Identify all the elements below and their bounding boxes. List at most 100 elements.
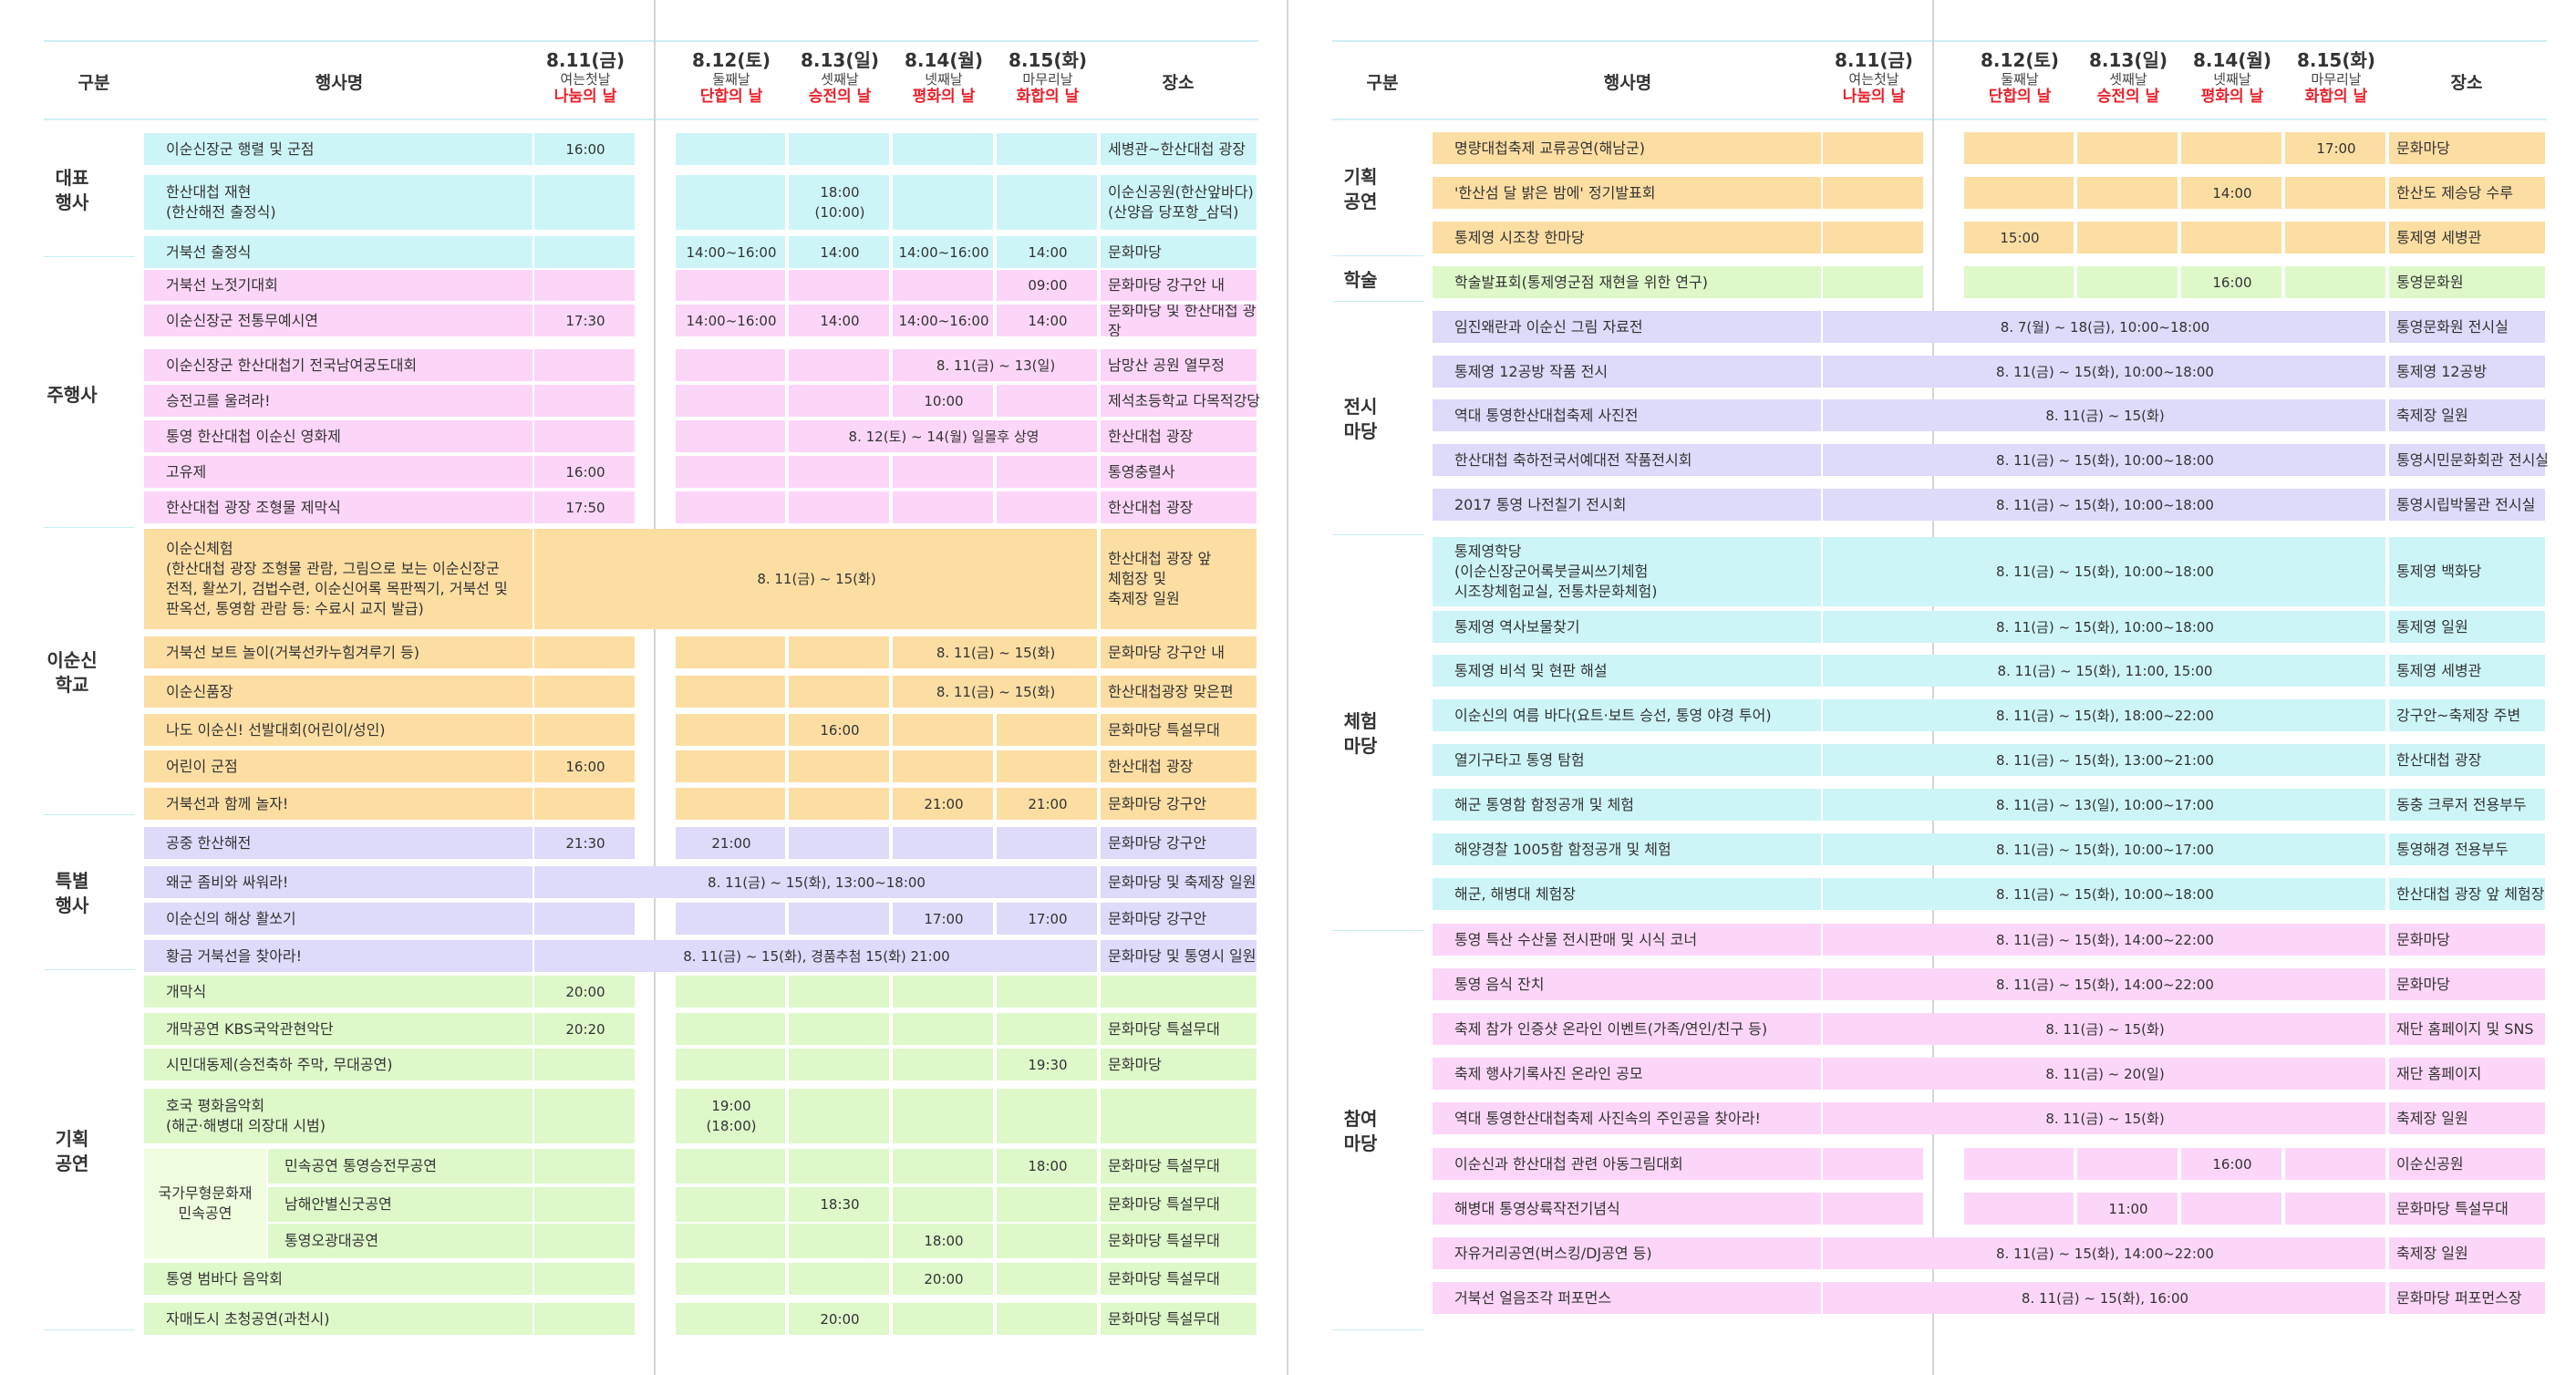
cell-background <box>268 1149 533 1184</box>
cell-background <box>2389 924 2545 956</box>
event-venue: 통영시립박물관 전시실 <box>2396 495 2536 513</box>
cell-background <box>676 1013 785 1045</box>
table-row: 거북선과 함께 놀자! 21:00 21:00 문화마당 강구안 <box>0 788 1288 820</box>
table-row: 통제영 시조창 한마당 15:00 통제영 세병관 <box>1288 222 2576 253</box>
event-time-day-2 <box>676 456 787 488</box>
event-time-day-2 <box>676 903 787 935</box>
cell-background <box>2389 356 2545 388</box>
cell-background <box>2285 1193 2385 1225</box>
table-row: 해군, 해병대 체험장 8. 11(금) ~ 15(화), 10:00~18:00… <box>1288 878 2576 910</box>
cell-background <box>893 976 993 1008</box>
event-period: 8. 11(금) ~ 13(일), 10:00~17:00 <box>1996 796 2214 813</box>
event-venue <box>1101 1089 1266 1143</box>
event-period: 8. 11(금) ~ 15(화), 경품추첨 15(화) 21:00 <box>683 947 950 965</box>
cell-background <box>144 385 533 417</box>
event-venue: 제석초등학교 다목적강당 <box>1108 391 1261 409</box>
event-time-day-5 <box>997 1303 1099 1335</box>
day-2-date: 8.12(토) <box>1980 49 2060 71</box>
cell-background <box>2389 266 2545 298</box>
event-time-day-5 <box>997 456 1099 488</box>
event-time-day-5 <box>997 1013 1099 1045</box>
event-name: 축제 참가 인증샷 온라인 이벤트(가족/연인/친구 등) <box>1454 1019 1768 1038</box>
event-time-day-3: 11:00 <box>2108 1200 2148 1217</box>
cell-background <box>2389 833 2545 865</box>
day-4-date: 8.14(월) <box>2192 49 2272 71</box>
event-name: 해양경찰 1005함 함정공개 및 체험 <box>1454 840 1671 858</box>
cell-background <box>1823 1148 1923 1180</box>
event-venue <box>1101 976 1266 1008</box>
table-row: 이순신의 해상 활쏘기 17:00 17:00 문화마당 강구안 <box>0 903 1288 935</box>
event-time-day-1 <box>534 175 636 230</box>
cell-background <box>893 714 993 746</box>
cell-background <box>1101 236 1257 268</box>
event-name: 통제영 12공방 작품 전시 <box>1454 362 1609 380</box>
event-name: 축제 행사기록사진 온라인 공모 <box>1454 1064 1643 1082</box>
cell-background <box>893 491 993 523</box>
event-venue: 문화마당 특설무대 <box>1108 720 1220 739</box>
event-period: 8. 11(금) ~ 20(일) <box>2045 1065 2165 1082</box>
cell-background <box>1433 1102 1821 1134</box>
cell-background <box>144 349 533 381</box>
cell-background <box>2285 222 2385 253</box>
cell-background <box>893 1089 993 1143</box>
day-1-sub: 여는첫날 <box>1848 71 1899 88</box>
table-row: 통제영학당 (이순신장군어록붓글씨쓰기체험 시조창체험교실, 전통차문화체험) 8… <box>1288 537 2576 606</box>
event-name: 자매도시 초청공연(과천시) <box>166 1309 330 1328</box>
cell-background <box>893 750 993 782</box>
event-name: 이순신과 한산대첩 관련 아동그림대회 <box>1454 1154 1683 1173</box>
event-time-day-2 <box>676 1263 787 1295</box>
cell-background <box>1433 924 1821 956</box>
event-time-day-3 <box>789 133 891 165</box>
table-row: 임진왜란과 이순신 그림 자료전 8. 7(월) ~ 18(금), 10:00~1… <box>1288 311 2576 343</box>
event-time-day-1 <box>534 1303 636 1335</box>
cell-background <box>997 1187 1097 1222</box>
cell-background <box>997 175 1097 230</box>
event-time-day-2 <box>676 1049 787 1080</box>
cell-background <box>1823 924 2385 956</box>
cell-background <box>997 788 1097 820</box>
day-3-sub: 셋째날 <box>821 71 859 88</box>
cell-background <box>676 1224 785 1258</box>
event-time-day-1: 17:50 <box>565 499 605 516</box>
day-3-date: 8.13(일) <box>800 49 880 71</box>
cell-background <box>2077 177 2178 209</box>
cell-background <box>997 456 1097 488</box>
event-time-day-1 <box>1823 1148 1925 1180</box>
event-name: '한산섬 달 밝은 밤에' 정기발표회 <box>1454 183 1656 202</box>
cell-background <box>534 827 635 859</box>
event-venue: 이순신공원 <box>2396 1154 2464 1173</box>
subgroup-label: 국가무형문화재 민속공연 <box>144 1149 266 1258</box>
cell-background <box>676 1089 785 1143</box>
event-time-day-1: 21:30 <box>565 834 605 852</box>
event-venue: 문화마당 <box>2396 930 2450 948</box>
cell-background <box>1101 420 1257 452</box>
event-time-day-5: 14:00 <box>1028 243 1068 261</box>
event-time-day-4 <box>893 1303 995 1335</box>
cell-background <box>2389 611 2545 643</box>
cell-background <box>1823 489 2385 521</box>
cell-background <box>534 1263 635 1295</box>
event-period: 8. 11(금) ~ 15(화) <box>2045 1020 2165 1038</box>
day-4-sub: 넷째날 <box>2213 71 2251 88</box>
event-venue: 문화마당 특설무대 <box>2396 1199 2509 1217</box>
event-period: 8. 11(금) ~ 13(일) <box>936 357 1056 374</box>
cell-background <box>2389 1193 2545 1225</box>
cell-background <box>893 385 993 417</box>
event-venue: 강구안~축제장 주변 <box>2396 706 2521 724</box>
event-time-day-3 <box>789 385 891 417</box>
event-time-day-2 <box>676 788 787 820</box>
event-time-day-4 <box>893 1149 995 1184</box>
cell-background <box>534 456 635 488</box>
cell-background <box>144 903 533 935</box>
event-time-day-5 <box>2285 177 2387 209</box>
event-time-day-1 <box>1823 266 1925 298</box>
cell-background <box>1823 1058 2385 1090</box>
event-period: 8. 11(금) ~ 15(화), 14:00~22:00 <box>1996 1245 2214 1262</box>
table-row: 통영 범바다 음악회 20:00 문화마당 특설무대 <box>0 1263 1288 1295</box>
cell-background <box>2389 1237 2545 1269</box>
cell-background <box>1101 676 1257 708</box>
day-2-sub: 둘째날 <box>712 71 750 88</box>
event-name: 거북선 보트 놀이(거북선카누힘겨루기 등) <box>166 643 419 661</box>
event-time-day-3 <box>789 1049 891 1080</box>
header-venue-label: 장소 <box>1162 73 1195 93</box>
